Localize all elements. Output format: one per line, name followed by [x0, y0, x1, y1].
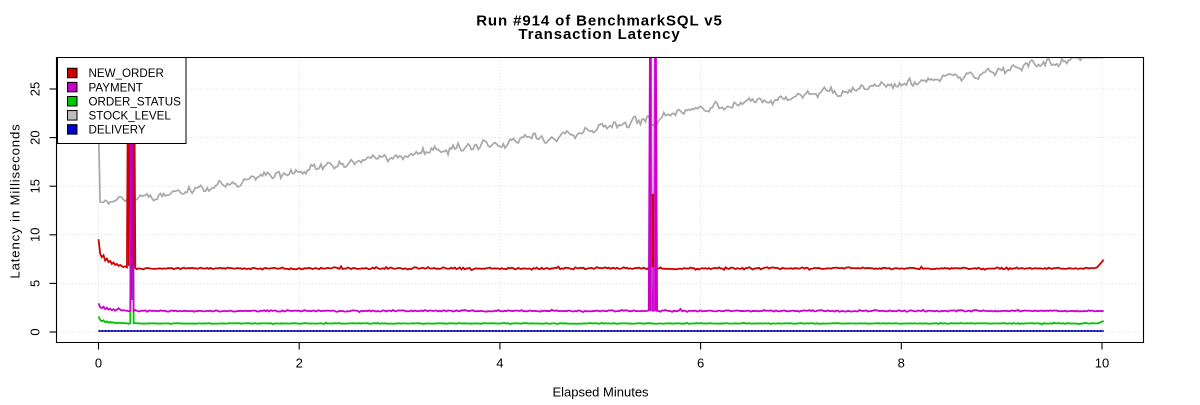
svg-text:PAYMENT: PAYMENT [89, 81, 143, 94]
svg-text:0: 0 [27, 328, 42, 335]
svg-text:20: 20 [27, 130, 42, 144]
svg-text:Run #914 of BenchmarkSQL v5: Run #914 of BenchmarkSQL v5 [476, 13, 723, 30]
svg-text:Transaction Latency: Transaction Latency [518, 26, 680, 43]
svg-text:DELIVERY: DELIVERY [89, 124, 146, 137]
svg-text:4: 4 [496, 356, 503, 371]
svg-text:2: 2 [296, 356, 303, 371]
svg-text:STOCK_LEVEL: STOCK_LEVEL [89, 110, 172, 123]
svg-text:0: 0 [95, 356, 102, 371]
svg-text:5: 5 [27, 280, 42, 287]
svg-text:NEW_ORDER: NEW_ORDER [89, 67, 164, 80]
svg-text:25: 25 [27, 82, 42, 96]
svg-text:15: 15 [27, 179, 42, 193]
svg-text:10: 10 [27, 228, 42, 242]
svg-text:10: 10 [1095, 356, 1109, 371]
svg-text:ORDER_STATUS: ORDER_STATUS [89, 95, 182, 108]
svg-text:Elapsed Minutes: Elapsed Minutes [552, 384, 649, 399]
svg-text:Latency in Milliseconds: Latency in Milliseconds [8, 123, 23, 278]
svg-text:6: 6 [697, 356, 704, 371]
svg-text:8: 8 [898, 356, 905, 371]
